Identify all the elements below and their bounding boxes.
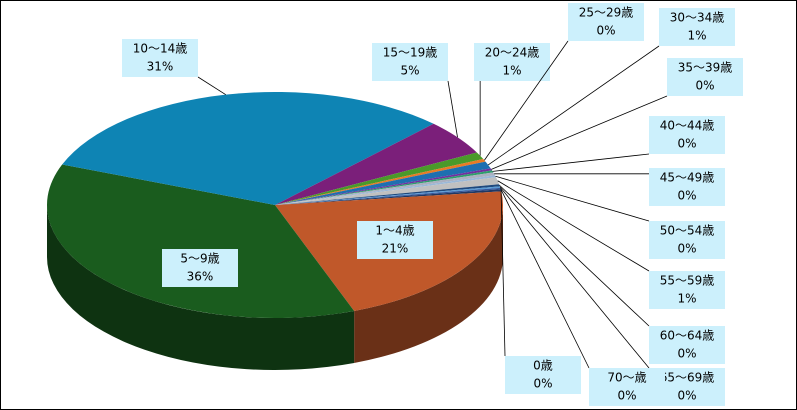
label-box xyxy=(659,8,735,46)
value-label: 0% xyxy=(677,242,696,256)
value-label: 0% xyxy=(677,137,696,151)
category-label: 0歳 xyxy=(533,359,553,373)
slice xyxy=(275,175,497,205)
leader-line xyxy=(500,188,590,369)
label-box xyxy=(505,356,581,394)
slice xyxy=(275,177,500,205)
category-label: 60～64歳 xyxy=(660,329,715,343)
category-label: 35～39歳 xyxy=(678,61,733,75)
leader-line xyxy=(500,190,506,357)
label-box xyxy=(667,58,743,96)
label-box xyxy=(122,39,198,77)
slice xyxy=(275,123,477,205)
label-box xyxy=(649,271,725,309)
slice xyxy=(62,92,434,205)
category-label: 30～34歳 xyxy=(670,11,725,25)
label-box xyxy=(649,326,725,364)
pie-sides xyxy=(47,205,503,371)
value-label: 0% xyxy=(617,389,636,403)
slice xyxy=(275,189,502,205)
value-label: 0% xyxy=(677,347,696,361)
slice xyxy=(275,170,494,205)
category-label: 65～69歳 xyxy=(660,371,715,385)
leader-line xyxy=(492,153,650,172)
category-label: 40～44歳 xyxy=(660,119,715,133)
value-label: 0% xyxy=(596,24,615,38)
category-label: 55～59歳 xyxy=(660,274,715,288)
slice-side xyxy=(47,205,355,371)
category-label: 20～24歳 xyxy=(485,46,540,60)
leader-line xyxy=(499,186,650,369)
value-label: 1% xyxy=(687,29,706,43)
value-label: 1% xyxy=(677,292,696,306)
leader-line xyxy=(491,95,668,170)
value-label: 0% xyxy=(533,377,552,391)
value-label: 0% xyxy=(677,389,696,403)
slice xyxy=(275,158,486,205)
category-label: 70～歳 xyxy=(607,371,646,385)
label-box xyxy=(162,249,238,287)
value-label: 31% xyxy=(147,60,174,74)
slice xyxy=(275,184,500,205)
value-label: 0% xyxy=(677,189,696,203)
category-label: 5～9歳 xyxy=(180,252,219,266)
leader-line xyxy=(197,76,226,96)
label-box xyxy=(649,168,725,206)
pie-tops xyxy=(46,92,503,318)
value-label: 0% xyxy=(695,79,714,93)
data-labels: 0歳 0% 1～4歳 21% 5～9歳 36% 10～14歳 31% 15～19歳 5% 20～24… xyxy=(122,3,743,406)
leader-line xyxy=(484,40,569,161)
label-box xyxy=(589,368,665,406)
value-label: 21% xyxy=(382,242,409,256)
label-box xyxy=(474,43,550,81)
slice xyxy=(275,187,501,205)
slice xyxy=(275,168,493,205)
slice xyxy=(275,186,501,205)
slice xyxy=(46,164,355,318)
slice xyxy=(275,161,491,205)
leader-line xyxy=(447,80,458,138)
leader-line xyxy=(497,180,650,272)
label-box xyxy=(649,221,725,259)
category-label: 15～19歳 xyxy=(383,46,438,60)
slice xyxy=(275,172,495,205)
label-box xyxy=(649,116,725,154)
leader-line xyxy=(499,185,650,327)
category-label: 25～29歳 xyxy=(579,6,634,20)
value-label: 1% xyxy=(502,64,521,78)
category-label: 50～54歳 xyxy=(660,224,715,238)
value-label: 36% xyxy=(187,270,214,284)
category-label: 1～4歳 xyxy=(375,224,414,238)
label-box xyxy=(357,221,433,259)
leader-line xyxy=(487,45,660,166)
value-label: 5% xyxy=(400,64,419,78)
label-box xyxy=(568,3,644,41)
label-box xyxy=(372,43,448,81)
category-label: 10～14歳 xyxy=(133,42,188,56)
slice-side xyxy=(354,205,503,363)
category-label: 45～49歳 xyxy=(660,171,715,185)
leader-line xyxy=(495,175,650,222)
slice xyxy=(275,152,484,205)
